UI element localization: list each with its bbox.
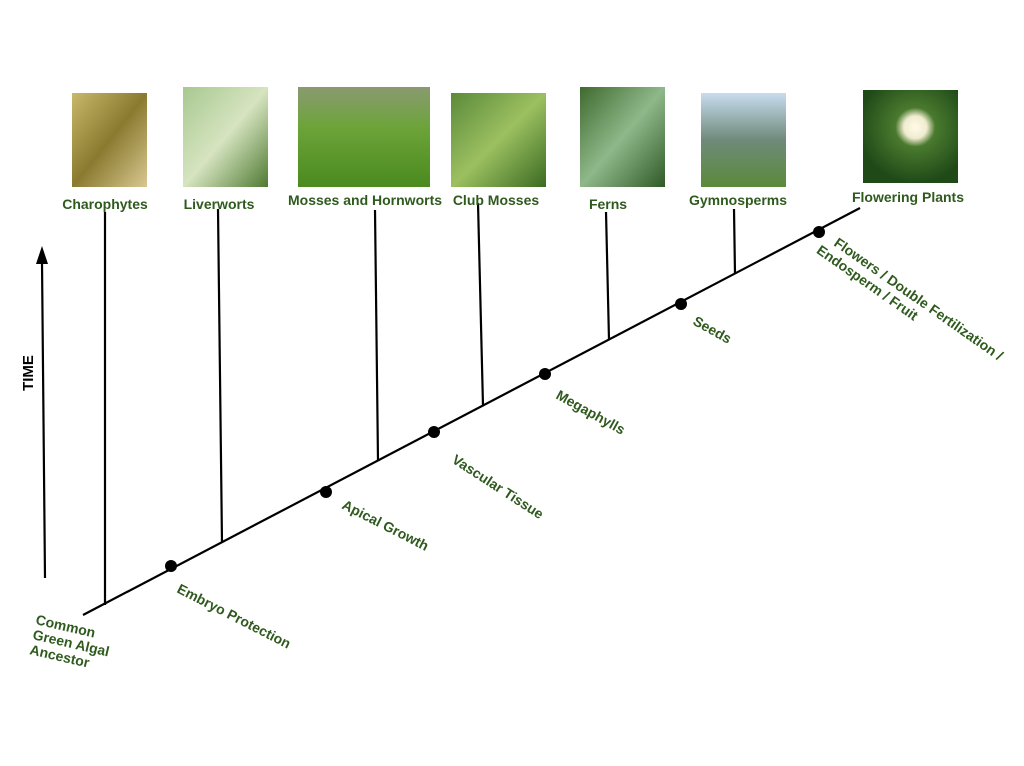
trait-label: Seeds	[691, 313, 735, 347]
trait-label: Megaphylls	[554, 387, 629, 438]
main-lineage	[82, 207, 861, 616]
trait-label: Embryo Protection	[175, 580, 294, 651]
taxon-branch	[476, 202, 485, 407]
taxon-label: Gymnosperms	[689, 192, 787, 208]
trait-node	[539, 368, 551, 380]
taxon-label: Liverworts	[184, 196, 255, 212]
trait-label: Apical Growth	[340, 496, 432, 553]
taxon-branch	[216, 208, 224, 544]
trait-node	[813, 226, 825, 238]
photo	[72, 93, 147, 187]
trait-node	[165, 560, 177, 572]
photo	[451, 93, 546, 187]
photo	[580, 87, 665, 187]
arrow-head	[36, 246, 48, 264]
time-arrow	[40, 261, 47, 579]
photo	[701, 93, 786, 187]
taxon-label: Club Mosses	[453, 192, 540, 208]
trait-node	[675, 298, 687, 310]
taxon-label: Flowering Plants	[852, 189, 964, 205]
axis-label: TIME	[20, 355, 37, 391]
photo	[863, 90, 958, 183]
taxon-branch	[732, 208, 737, 275]
trait-label: Vascular Tissue	[449, 451, 546, 522]
taxon-label: Mosses and Hornworts	[288, 192, 442, 208]
trait-label: Flowers / Double Fertilization /	[831, 234, 1006, 363]
photo	[298, 87, 430, 187]
photos	[72, 87, 958, 187]
taxon-branch	[373, 209, 380, 462]
photo	[183, 87, 268, 187]
taxon-label: Ferns	[589, 196, 627, 212]
trait-node	[428, 426, 440, 438]
taxon-branch	[604, 211, 611, 341]
taxon-label: Charophytes	[62, 196, 148, 212]
trait-node	[320, 486, 332, 498]
